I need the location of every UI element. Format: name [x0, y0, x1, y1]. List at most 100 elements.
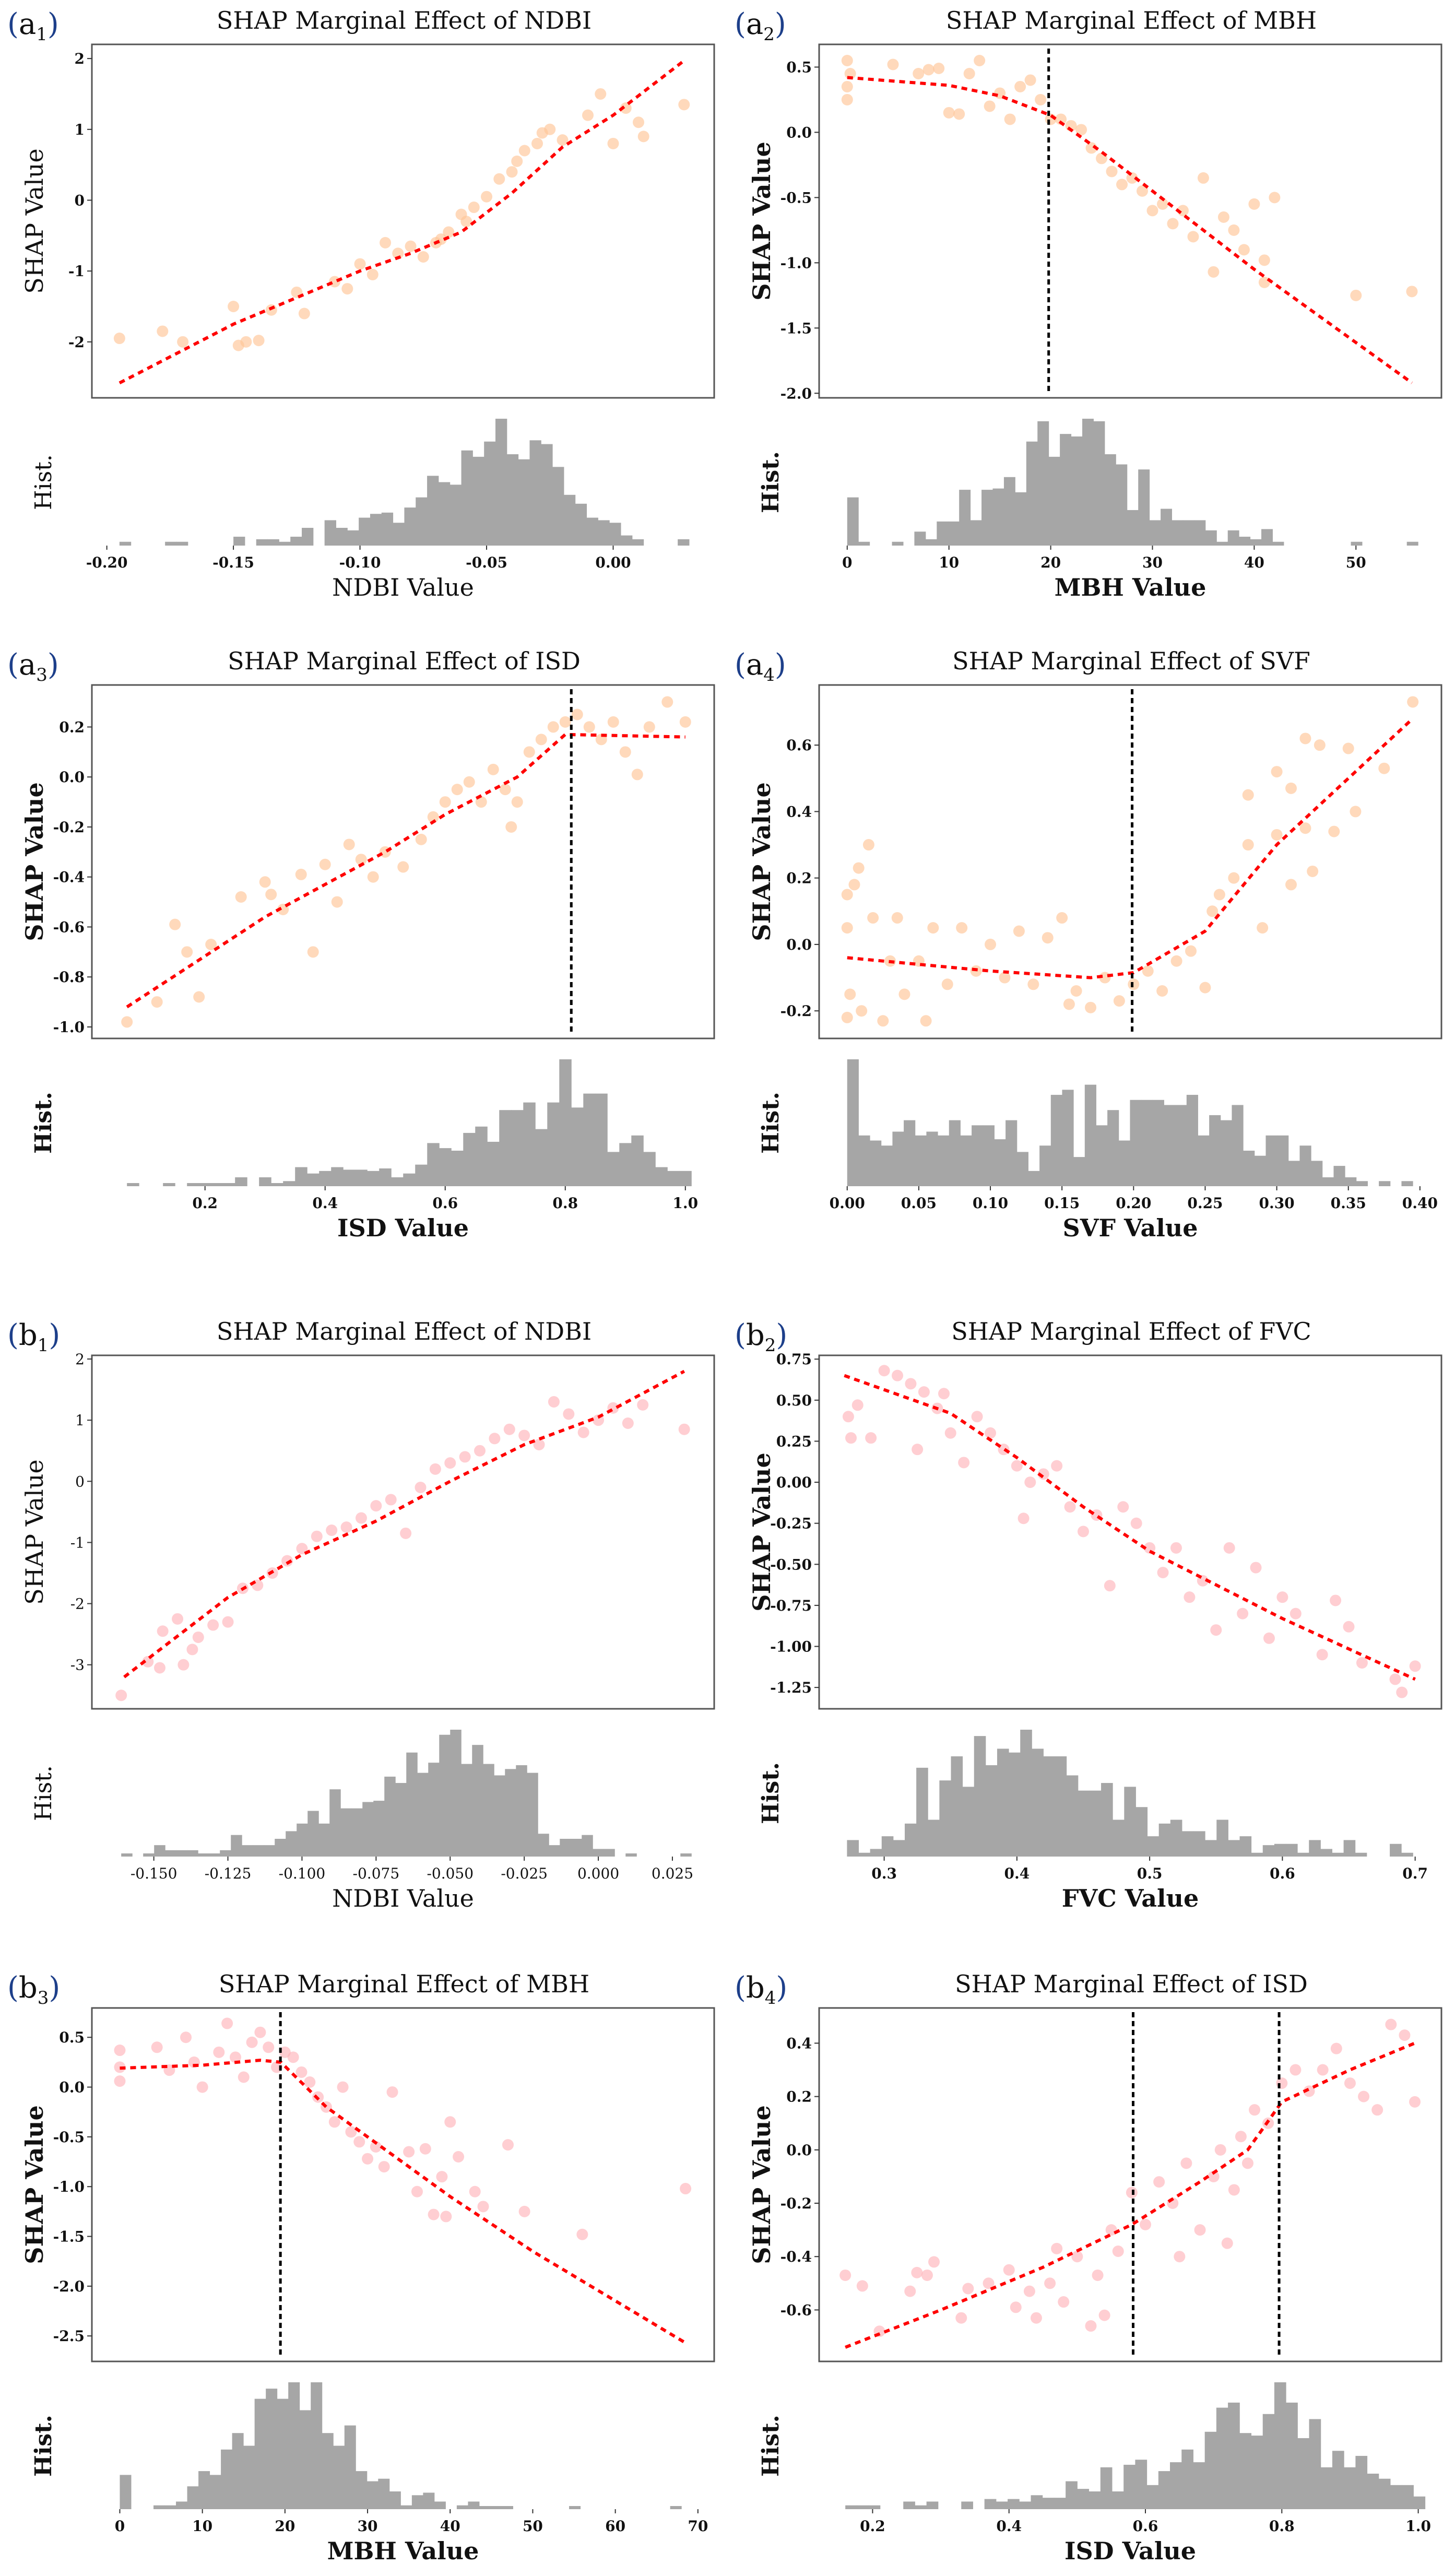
- scatter-point: [1051, 1460, 1063, 1472]
- hist-bar: [127, 1183, 139, 1186]
- hist-bar: [984, 2499, 997, 2509]
- hist-bar: [1127, 510, 1139, 546]
- scatter-point: [386, 2086, 398, 2098]
- hist-bar: [336, 527, 348, 546]
- scatter-point: [862, 839, 874, 851]
- panel-index: 3: [37, 1988, 49, 2009]
- scatter-point: [842, 1411, 854, 1423]
- scatter-point: [1170, 1542, 1182, 1554]
- scatter-point: [622, 1417, 634, 1429]
- y-tick-label: -3: [70, 1657, 85, 1674]
- hist-bar: [254, 2398, 266, 2509]
- hist-bar: [400, 2505, 412, 2509]
- scatter-point: [121, 1016, 133, 1028]
- hist-label: Hist.: [758, 1092, 784, 1154]
- y-tick-label: -1.00: [770, 1638, 812, 1656]
- hist-bar: [1060, 434, 1072, 546]
- scatter-point: [443, 226, 455, 238]
- y-tick-label: -1: [70, 1534, 85, 1551]
- y-tick-label: -0.4: [53, 869, 85, 886]
- x-tick-label: 0.000: [577, 1865, 619, 1882]
- hist-bar: [680, 1853, 692, 1857]
- scatter-point: [661, 696, 673, 708]
- scatter-point: [411, 2185, 423, 2197]
- y-tick-label: -0.25: [770, 1515, 812, 1532]
- y-axis-label: SHAP Value: [20, 2105, 49, 2264]
- scatter-point: [436, 2171, 448, 2183]
- panel-index: 1: [37, 1335, 49, 1356]
- scatter-point: [1238, 244, 1250, 256]
- scatter-point: [370, 1500, 382, 1512]
- scatter-point: [1056, 912, 1068, 924]
- scatter-point: [1206, 905, 1219, 917]
- hist-bar: [164, 2505, 176, 2509]
- hist-bar: [1048, 456, 1060, 546]
- hist-bar: [1286, 1844, 1298, 1857]
- scatter-point: [974, 54, 986, 66]
- hist-bar: [461, 450, 473, 546]
- scatter-point: [487, 763, 499, 775]
- y-tick-label: -0.75: [770, 1597, 812, 1614]
- y-tick-label: 0.0: [786, 936, 812, 953]
- hist-bar: [655, 1167, 668, 1186]
- hist-bar: [1413, 2496, 1426, 2509]
- hist-bar: [389, 2491, 401, 2509]
- scatter-point: [205, 938, 217, 950]
- scatter-point: [505, 821, 517, 833]
- hist-bar: [1406, 541, 1418, 546]
- scatter-point: [1010, 2301, 1022, 2313]
- scatter-point: [912, 1444, 924, 1456]
- y-axis-label: SHAP Value: [748, 1452, 776, 1611]
- x-tick-label: 0.30: [1259, 1195, 1294, 1212]
- scatter-point: [328, 2116, 340, 2128]
- scatter-point: [892, 1369, 904, 1381]
- hist-bar: [1320, 2467, 1333, 2509]
- scatter-point: [971, 1411, 983, 1423]
- hist-bar: [595, 1093, 608, 1186]
- hist-bar: [187, 1183, 199, 1186]
- x-axis-label: SVF Value: [1062, 1214, 1198, 1242]
- hist-bar: [1232, 1105, 1244, 1186]
- x-axis-label: ISD Value: [1064, 2537, 1196, 2565]
- scatter-point: [678, 99, 690, 111]
- x-tick-label: -0.025: [501, 1865, 548, 1882]
- scatter-point: [427, 811, 439, 823]
- chart-svg: -0.6 -0.4 -0.2 0.0 0.2 0.4 0.2 0.4 0.6 0.8 1.0 ISD …: [748, 2007, 1442, 2565]
- hist-bar: [1107, 1110, 1119, 1186]
- y-tick-label: 0.25: [776, 1433, 812, 1450]
- scatter-point: [1409, 2096, 1421, 2108]
- x-tick-label: 1.0: [1405, 2518, 1431, 2535]
- scatter-point: [326, 1524, 338, 1536]
- hist-bar: [1251, 2436, 1263, 2509]
- x-tick-label: -0.20: [86, 554, 128, 571]
- y-tick-label: 0.4: [786, 2035, 812, 2052]
- x-tick-label: 0.4: [1004, 1865, 1030, 1882]
- scatter-point: [518, 1429, 530, 1441]
- scatter-point: [839, 2269, 851, 2281]
- hist-bar: [1297, 1852, 1309, 1857]
- x-tick-label: 0.6: [1133, 2518, 1158, 2535]
- hist-bar: [1262, 2414, 1275, 2509]
- scatter-point: [1328, 825, 1340, 837]
- hist-bar: [367, 1171, 380, 1186]
- x-tick-label: 0.7: [1402, 1865, 1428, 1882]
- scatter-point: [263, 2041, 275, 2053]
- panel-index: 2: [764, 1335, 776, 1356]
- x-tick-label: -0.10: [339, 554, 381, 571]
- hist-bar: [667, 1171, 680, 1186]
- hist-bar: [340, 1808, 352, 1857]
- hist-bar: [264, 1845, 275, 1857]
- panel-label: (b2): [735, 1318, 788, 1356]
- scatter-point: [1024, 1476, 1036, 1488]
- scatter-point: [898, 988, 910, 1000]
- hist-bar: [586, 517, 598, 546]
- scatter-point: [417, 251, 429, 263]
- y-tick-label: -0.2: [780, 1002, 812, 1020]
- scatter-point: [279, 2046, 291, 2058]
- y-tick-label: -2: [70, 1596, 85, 1613]
- scatter-point: [1156, 985, 1168, 997]
- scatter-point: [1314, 739, 1326, 751]
- scatter-point: [913, 67, 925, 79]
- scatter-point: [1258, 254, 1270, 266]
- panel-a1: (a1) SHAP Marginal Effect of NDBI -2 -1 0 1 2-…: [0, 0, 727, 658]
